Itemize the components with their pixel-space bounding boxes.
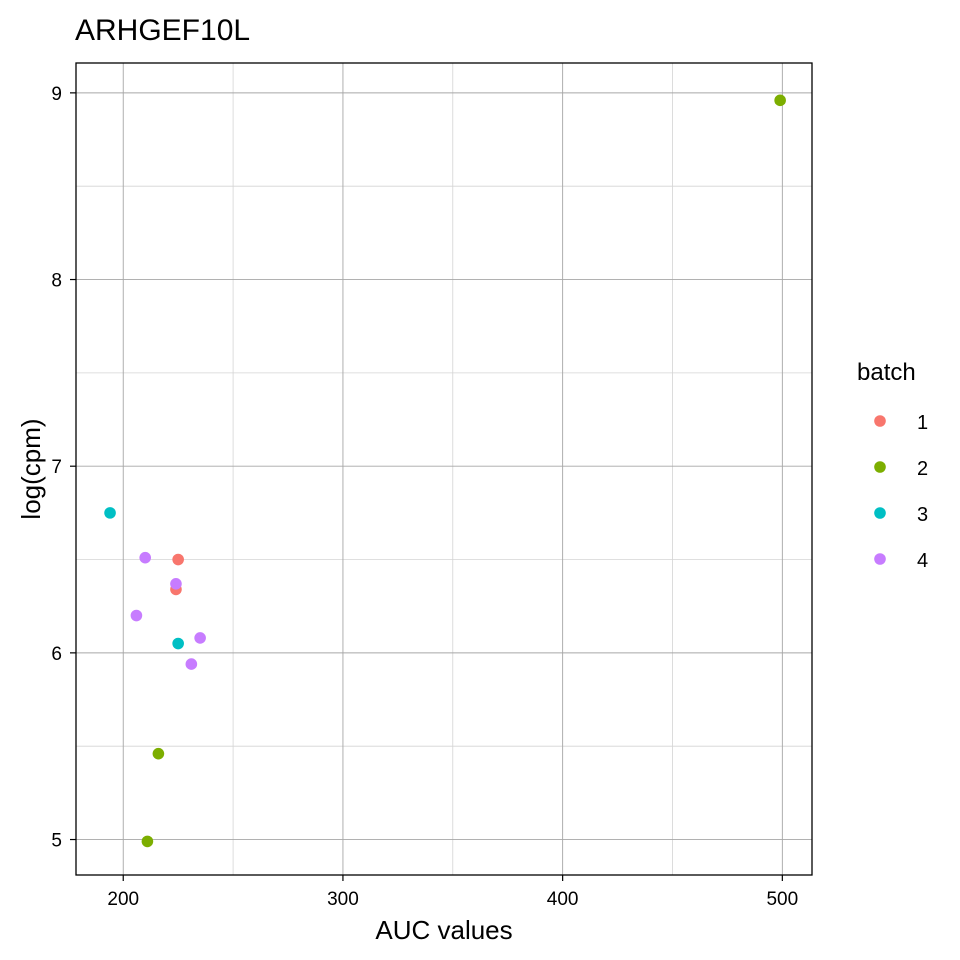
y-tick-label: 8 (51, 271, 62, 292)
y-axis-title: log(cpm) (16, 418, 46, 519)
legend-label-1: 1 (917, 412, 928, 434)
x-tick-label: 400 (547, 889, 579, 910)
legend-label-3: 3 (917, 504, 928, 526)
legend-label-2: 2 (917, 458, 928, 480)
major-gridlines (76, 63, 812, 875)
data-points (104, 94, 786, 848)
x-axis-title: AUC values (375, 915, 512, 945)
data-point-batch-1 (172, 553, 184, 566)
data-point-batch-4 (194, 632, 206, 644)
x-tick-label: 500 (766, 889, 798, 910)
legend-key-4 (874, 553, 886, 565)
legend-key-2 (874, 461, 886, 473)
data-point-batch-4 (170, 578, 182, 590)
legend-title: batch (857, 359, 916, 386)
data-point-batch-4 (185, 658, 198, 670)
legend-label-4: 4 (917, 550, 928, 572)
y-tick-label: 7 (51, 457, 62, 478)
chart-title: ARHGEF10L (75, 14, 250, 47)
data-point-batch-3 (104, 507, 116, 519)
data-point-batch-4 (139, 551, 152, 564)
data-point-batch-3 (172, 637, 184, 650)
y-tick-label: 9 (51, 84, 62, 105)
y-axis-ticks: 5 6 7 8 9 (51, 84, 76, 852)
data-point-batch-2 (152, 747, 165, 760)
x-tick-label: 300 (327, 889, 359, 910)
plot-panel-border (75, 62, 813, 876)
minor-gridlines (76, 63, 812, 875)
data-point-batch-2 (774, 94, 786, 107)
data-point-batch-4 (130, 609, 143, 622)
data-point-batch-2 (141, 835, 154, 848)
x-tick-label: 200 (107, 889, 139, 910)
x-axis-ticks: 200 300 400 500 (107, 875, 798, 910)
legend: batch 1 2 3 4 (857, 359, 928, 572)
y-tick-label: 5 (51, 831, 62, 852)
legend-key-1 (874, 415, 886, 427)
y-tick-label: 6 (51, 644, 62, 665)
legend-key-3 (874, 507, 886, 519)
